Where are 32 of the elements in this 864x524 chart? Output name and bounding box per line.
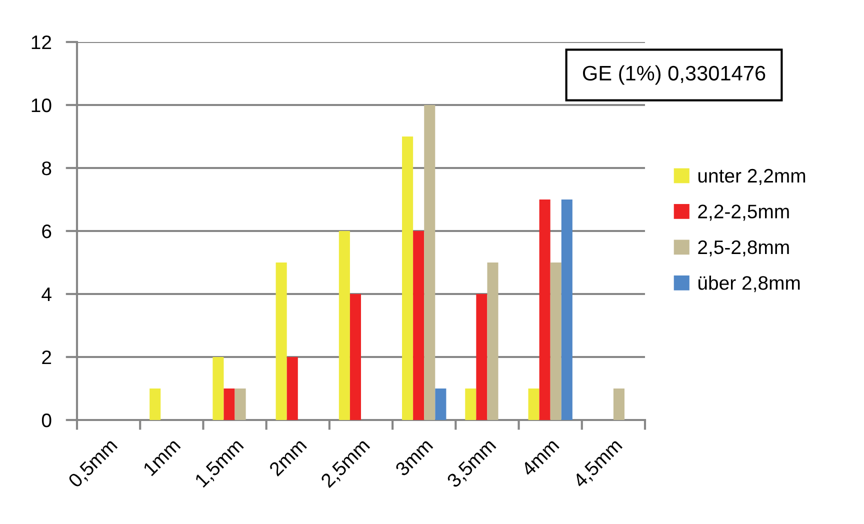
bar [234, 388, 246, 420]
bar [350, 294, 361, 420]
bar [550, 262, 562, 420]
bar [212, 357, 224, 420]
y-tick-label: 2 [42, 350, 52, 364]
bar [435, 388, 446, 420]
bar [487, 262, 498, 420]
bar [465, 388, 476, 420]
bar [286, 357, 298, 420]
bar [150, 388, 161, 420]
bar [476, 294, 488, 420]
bar [539, 200, 550, 420]
bar [402, 136, 414, 420]
legend-label: unter 2,2mm [698, 168, 806, 185]
y-tick-label: 6 [42, 224, 52, 238]
y-tick-label: 0 [42, 413, 52, 428]
y-tick-label: 4 [42, 288, 52, 302]
bar [276, 262, 287, 420]
bar [338, 231, 350, 420]
legend-label: über 2,8mm [698, 276, 800, 292]
bar [424, 105, 436, 420]
y-tick-label: 12 [32, 35, 52, 50]
annotation: GE (1%) 0,3301476 [582, 65, 766, 85]
bar [613, 388, 624, 420]
y-tick-label: 8 [42, 161, 52, 176]
legend-label: 2,5-2,8mm [698, 240, 789, 256]
bar [413, 231, 424, 420]
bar [224, 388, 235, 420]
bar [528, 388, 540, 420]
bar [561, 200, 572, 420]
legend-label: 2,2-2,5mm [698, 204, 789, 221]
y-tick-label: 10 [32, 98, 52, 112]
